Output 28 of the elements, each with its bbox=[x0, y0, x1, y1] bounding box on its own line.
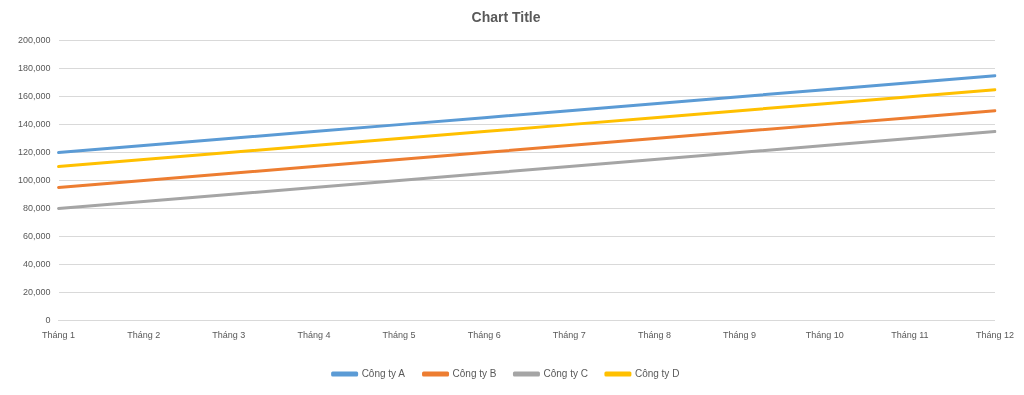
y-tick-label: 0 bbox=[45, 314, 51, 325]
x-tick-label: Tháng 5 bbox=[382, 330, 416, 341]
x-tick-label: Tháng 3 bbox=[212, 330, 246, 341]
x-tick-label: Tháng 4 bbox=[297, 330, 331, 341]
x-tick-label: Tháng 7 bbox=[552, 330, 586, 341]
x-tick-label: Tháng 10 bbox=[805, 330, 844, 341]
legend-label: Công ty A bbox=[361, 367, 406, 379]
y-tick-label: 60,000 bbox=[23, 230, 51, 241]
y-tick-label: 200,000 bbox=[17, 35, 51, 46]
x-tick-label: Tháng 11 bbox=[891, 330, 929, 341]
legend-label: Công ty D bbox=[634, 367, 680, 379]
legend-label: Công ty B bbox=[452, 367, 497, 379]
y-tick-label: 20,000 bbox=[23, 286, 51, 297]
y-tick-label: 120,000 bbox=[17, 147, 51, 158]
x-tick-label: Tháng 2 bbox=[127, 330, 161, 341]
y-tick-label: 80,000 bbox=[23, 202, 51, 213]
x-tick-label: Tháng 12 bbox=[975, 330, 1014, 341]
y-tick-label: 100,000 bbox=[17, 174, 51, 185]
chart-title: Chart Title bbox=[471, 9, 541, 26]
x-tick-label: Tháng 8 bbox=[637, 330, 671, 341]
x-tick-label: Tháng 9 bbox=[723, 330, 757, 341]
y-tick-label: 180,000 bbox=[17, 63, 51, 74]
x-tick-label: Tháng 6 bbox=[467, 330, 501, 341]
y-tick-label: 140,000 bbox=[17, 119, 51, 130]
x-tick-label: Tháng 1 bbox=[42, 330, 76, 341]
y-tick-label: 160,000 bbox=[17, 91, 51, 102]
legend-label: Công ty C bbox=[543, 367, 588, 379]
y-tick-label: 40,000 bbox=[23, 258, 51, 269]
